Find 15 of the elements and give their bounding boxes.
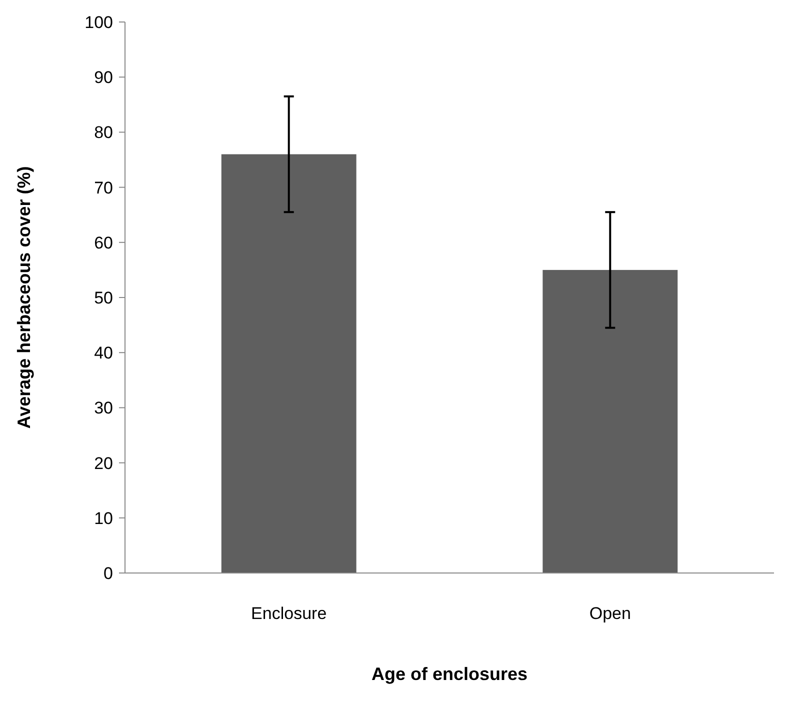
x-tick-label: Open [589, 604, 631, 623]
y-tick-label: 100 [84, 12, 113, 32]
y-tick-label: 80 [94, 123, 113, 142]
y-tick-label: 30 [94, 398, 113, 418]
y-tick-label: 60 [94, 233, 113, 252]
y-tick-label: 10 [94, 508, 113, 528]
y-tick-label: 50 [94, 288, 113, 308]
y-tick-label: 90 [94, 68, 113, 88]
y-tick-label: 40 [94, 344, 113, 363]
y-tick-label: 0 [104, 564, 113, 583]
x-tick-label: Enclosure [251, 604, 327, 623]
y-tick-label: 70 [94, 178, 113, 198]
y-tick-label: 20 [94, 454, 113, 473]
y-axis-title: Average herbaceous cover (%) [14, 166, 34, 429]
x-axis-title: Age of enclosures [371, 664, 528, 684]
